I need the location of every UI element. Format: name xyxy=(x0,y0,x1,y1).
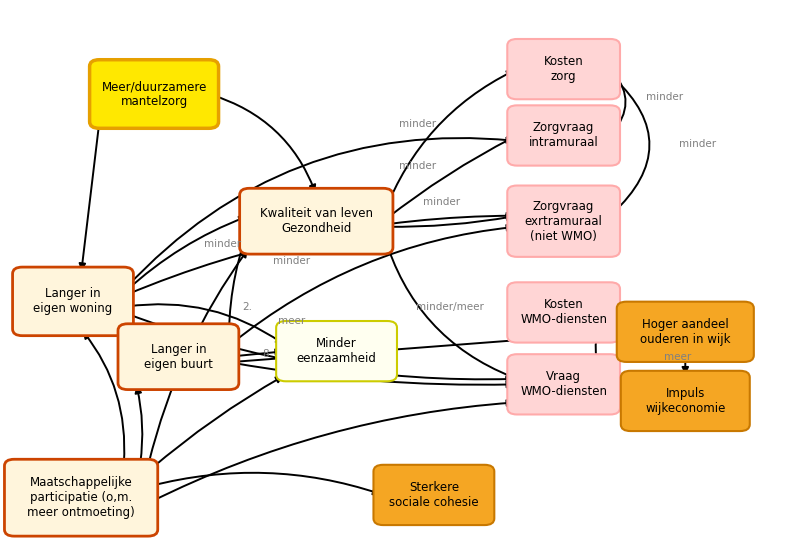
Text: Maatschappelijke
participatie (o,m.
meer ontmoeting): Maatschappelijke participatie (o,m. meer… xyxy=(28,476,135,519)
FancyBboxPatch shape xyxy=(508,354,620,415)
Text: minder: minder xyxy=(399,119,436,129)
Text: Impuls
wijkeconomie: Impuls wijkeconomie xyxy=(645,387,726,415)
Text: minder: minder xyxy=(204,239,242,249)
Text: Langer in
eigen buurt: Langer in eigen buurt xyxy=(144,343,212,371)
Text: minder/meer: minder/meer xyxy=(416,302,484,312)
Text: minder: minder xyxy=(646,92,684,102)
Text: Hoger aandeel
ouderen in wijk: Hoger aandeel ouderen in wijk xyxy=(640,318,731,346)
Text: 2.: 2. xyxy=(242,302,252,312)
Text: minder: minder xyxy=(679,139,716,149)
FancyBboxPatch shape xyxy=(118,324,238,389)
Text: Zorgvraag
intramuraal: Zorgvraag intramuraal xyxy=(529,122,599,149)
Text: Kosten
WMO-diensten: Kosten WMO-diensten xyxy=(520,299,607,326)
FancyBboxPatch shape xyxy=(12,267,133,336)
Text: Vraag
WMO-diensten: Vraag WMO-diensten xyxy=(520,371,607,398)
FancyBboxPatch shape xyxy=(240,189,393,254)
FancyBboxPatch shape xyxy=(276,321,397,382)
FancyBboxPatch shape xyxy=(5,459,157,536)
Text: Kwaliteit van leven
Gezondheid: Kwaliteit van leven Gezondheid xyxy=(260,207,373,235)
FancyBboxPatch shape xyxy=(89,60,219,128)
Text: meer: meer xyxy=(278,316,306,326)
FancyBboxPatch shape xyxy=(508,282,620,342)
Text: Zorgvraag
exrtramuraal
(niet WMO): Zorgvraag exrtramuraal (niet WMO) xyxy=(525,200,603,243)
FancyBboxPatch shape xyxy=(621,371,749,431)
Text: minder: minder xyxy=(399,161,436,171)
Text: Langer in
eigen woning: Langer in eigen woning xyxy=(33,288,113,315)
Text: 8: 8 xyxy=(263,349,269,359)
FancyBboxPatch shape xyxy=(508,186,620,257)
Text: minder: minder xyxy=(423,197,461,207)
Text: Sterkere
sociale cohesie: Sterkere sociale cohesie xyxy=(389,481,478,509)
Text: Meer/duurzamere
mantelzorg: Meer/duurzamere mantelzorg xyxy=(101,80,207,108)
Text: Kosten
zorg: Kosten zorg xyxy=(543,55,584,83)
FancyBboxPatch shape xyxy=(373,465,495,525)
FancyBboxPatch shape xyxy=(508,39,620,100)
Text: Minder
eenzaamheid: Minder eenzaamheid xyxy=(297,337,376,365)
Text: minder: minder xyxy=(273,256,311,266)
FancyBboxPatch shape xyxy=(616,302,754,362)
Text: meer: meer xyxy=(663,352,691,362)
FancyBboxPatch shape xyxy=(508,105,620,166)
